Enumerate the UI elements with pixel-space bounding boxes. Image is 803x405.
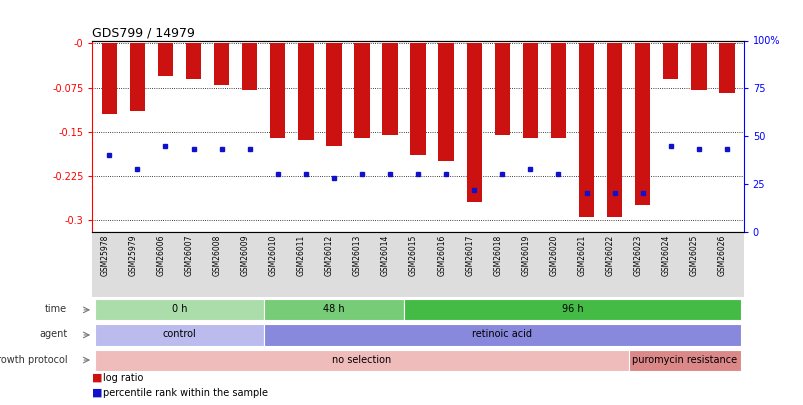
Bar xyxy=(326,43,341,146)
Text: GSM26025: GSM26025 xyxy=(689,235,698,276)
Bar xyxy=(628,350,740,371)
Text: GSM26014: GSM26014 xyxy=(381,235,389,276)
Text: time: time xyxy=(45,305,67,314)
Text: GSM26007: GSM26007 xyxy=(184,235,194,277)
Text: GSM26009: GSM26009 xyxy=(240,235,250,277)
Bar xyxy=(550,43,565,138)
Text: GSM25978: GSM25978 xyxy=(100,235,109,276)
Bar xyxy=(95,299,263,320)
Bar xyxy=(691,43,706,90)
Bar xyxy=(185,43,201,79)
Text: GSM26026: GSM26026 xyxy=(717,235,726,276)
Bar xyxy=(494,43,509,134)
Bar xyxy=(95,324,263,345)
Bar xyxy=(214,43,229,85)
Text: log ratio: log ratio xyxy=(103,373,143,383)
Bar xyxy=(242,43,257,90)
Text: GSM26020: GSM26020 xyxy=(548,235,558,276)
Bar xyxy=(404,299,740,320)
Text: GSM26012: GSM26012 xyxy=(324,235,333,276)
Bar xyxy=(129,43,145,111)
Bar xyxy=(381,43,397,134)
Text: growth protocol: growth protocol xyxy=(0,354,67,364)
Bar xyxy=(606,43,622,217)
Text: agent: agent xyxy=(39,330,67,339)
Bar xyxy=(263,299,404,320)
Bar xyxy=(354,43,369,138)
Bar xyxy=(718,43,734,94)
Text: no selection: no selection xyxy=(332,354,391,364)
Text: GSM26021: GSM26021 xyxy=(577,235,585,276)
Bar xyxy=(410,43,426,155)
Text: GSM26006: GSM26006 xyxy=(157,235,165,277)
Text: 96 h: 96 h xyxy=(561,305,582,314)
Text: GDS799 / 14979: GDS799 / 14979 xyxy=(92,26,195,39)
Text: puromycin resistance: puromycin resistance xyxy=(631,354,736,364)
Text: ■: ■ xyxy=(92,388,103,398)
Text: GSM26024: GSM26024 xyxy=(661,235,670,276)
Bar xyxy=(578,43,593,217)
Text: percentile rank within the sample: percentile rank within the sample xyxy=(103,388,267,398)
Bar xyxy=(662,43,678,79)
Bar xyxy=(438,43,454,161)
Bar xyxy=(466,43,481,202)
Text: GSM26022: GSM26022 xyxy=(605,235,613,276)
Text: GSM26023: GSM26023 xyxy=(633,235,642,276)
Bar xyxy=(634,43,650,205)
Bar xyxy=(263,324,740,345)
Text: GSM26008: GSM26008 xyxy=(212,235,222,276)
Text: GSM26018: GSM26018 xyxy=(493,235,502,276)
Bar xyxy=(270,43,285,138)
Bar xyxy=(157,43,173,76)
Text: GSM25979: GSM25979 xyxy=(128,235,137,277)
Text: GSM26013: GSM26013 xyxy=(353,235,361,276)
Text: GSM26010: GSM26010 xyxy=(268,235,277,276)
Text: 48 h: 48 h xyxy=(323,305,344,314)
Bar xyxy=(522,43,537,138)
Text: retinoic acid: retinoic acid xyxy=(471,330,532,339)
Bar xyxy=(101,43,117,114)
Bar xyxy=(298,43,313,141)
Text: GSM26019: GSM26019 xyxy=(520,235,530,276)
Text: ■: ■ xyxy=(92,373,103,383)
Text: GSM26017: GSM26017 xyxy=(465,235,474,276)
Bar xyxy=(95,350,628,371)
Text: control: control xyxy=(162,330,196,339)
Text: GSM26015: GSM26015 xyxy=(409,235,418,276)
Text: 0 h: 0 h xyxy=(172,305,187,314)
Text: GSM26011: GSM26011 xyxy=(296,235,305,276)
Text: GSM26016: GSM26016 xyxy=(437,235,446,276)
